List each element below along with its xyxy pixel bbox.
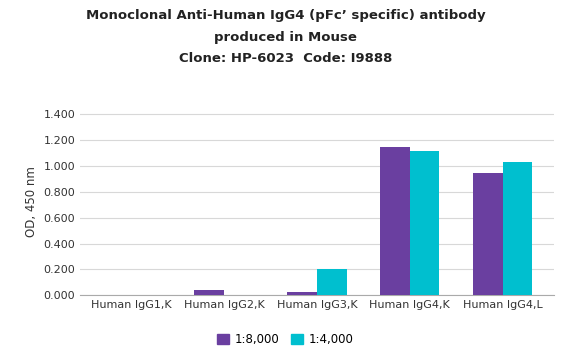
Bar bbox=[380, 147, 410, 295]
Bar bbox=[410, 151, 440, 295]
Bar bbox=[194, 290, 224, 295]
Bar bbox=[287, 292, 317, 295]
Text: produced in Mouse: produced in Mouse bbox=[214, 31, 357, 44]
Bar bbox=[473, 172, 502, 295]
Y-axis label: OD, 450 nm: OD, 450 nm bbox=[25, 166, 38, 237]
Text: Monoclonal Anti-Human IgG4 (pFc’ specific) antibody: Monoclonal Anti-Human IgG4 (pFc’ specifi… bbox=[86, 9, 485, 22]
Bar bbox=[317, 269, 347, 295]
Text: Clone: HP-6023  Code: I9888: Clone: HP-6023 Code: I9888 bbox=[179, 52, 392, 65]
Bar bbox=[502, 162, 532, 295]
Legend: 1:8,000, 1:4,000: 1:8,000, 1:4,000 bbox=[212, 328, 359, 351]
